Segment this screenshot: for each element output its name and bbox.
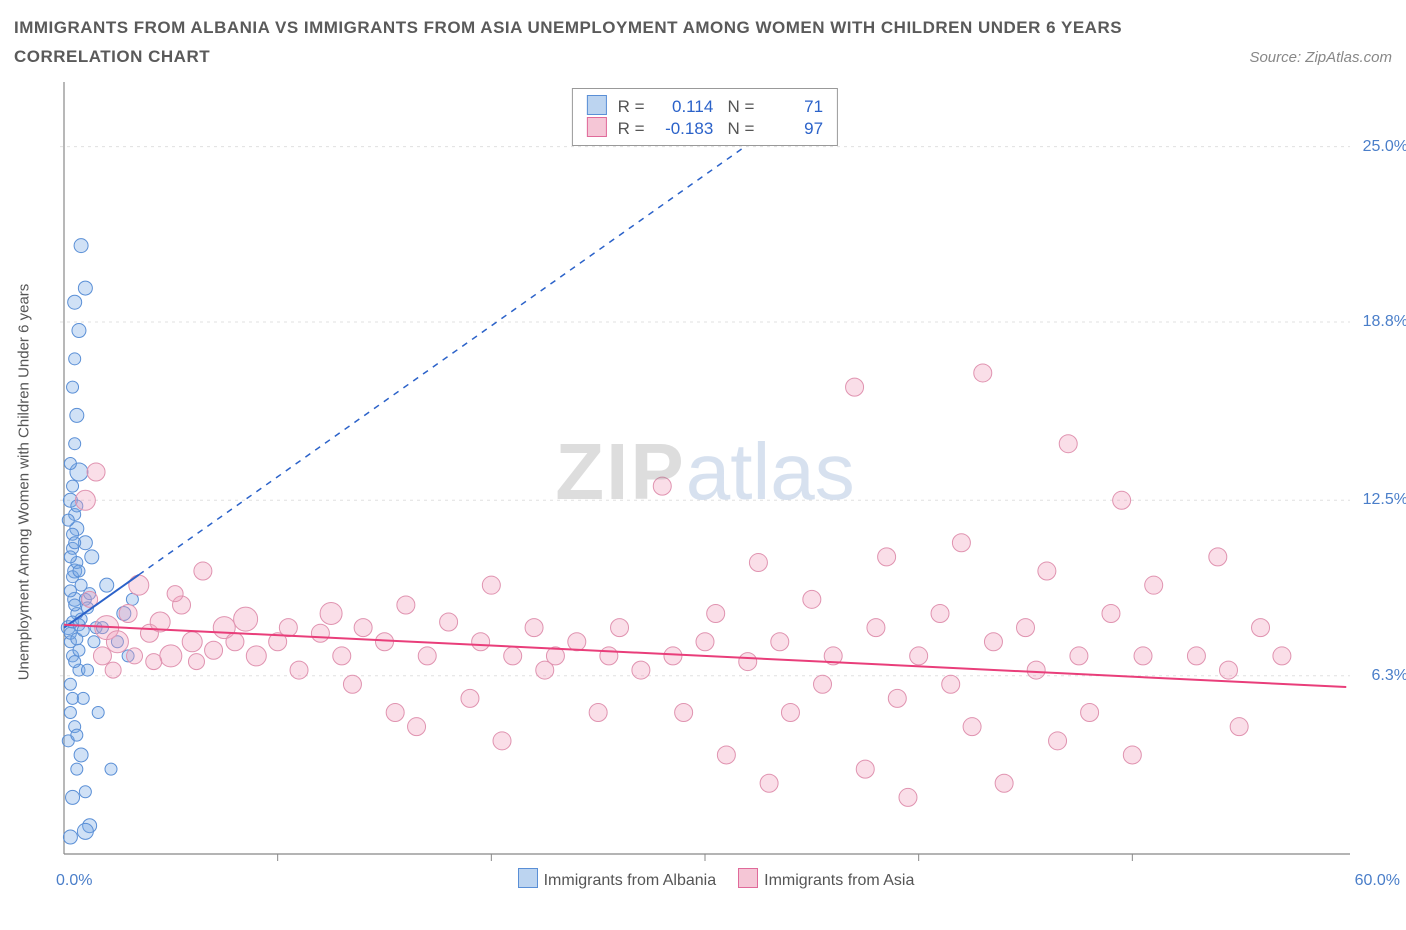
- legend-swatch: [738, 868, 758, 888]
- statistics-legend: R = 0.114 N = 71 R = -0.183 N = 97: [572, 88, 838, 146]
- y-tick-label: 25.0%: [1363, 138, 1406, 156]
- series-legend: Immigrants from Albania Immigrants from A…: [60, 868, 1350, 890]
- y-axis-label: Unemployment Among Women with Children U…: [16, 284, 33, 681]
- chart-area: Unemployment Among Women with Children U…: [14, 82, 1392, 912]
- plot-svg: [60, 82, 1350, 862]
- y-tick-label: 18.8%: [1363, 313, 1406, 331]
- legend-label: Immigrants from Asia: [764, 872, 914, 889]
- y-tick-label: 6.3%: [1372, 667, 1406, 685]
- x-tick-max: 60.0%: [1355, 872, 1400, 890]
- stat-legend-row: R = -0.183 N = 97: [587, 117, 823, 139]
- scatter-plot: ZIPatlas R = 0.114 N = 71 R = -0.183 N =…: [60, 82, 1350, 862]
- legend-label: Immigrants from Albania: [544, 872, 717, 889]
- legend-swatch: [518, 868, 538, 888]
- source-label: Source: ZipAtlas.com: [1249, 49, 1392, 66]
- y-tick-label: 12.5%: [1363, 491, 1406, 509]
- chart-subtitle: CORRELATION CHART: [14, 47, 210, 67]
- chart-title: IMMIGRANTS FROM ALBANIA VS IMMIGRANTS FR…: [14, 14, 1392, 41]
- header: IMMIGRANTS FROM ALBANIA VS IMMIGRANTS FR…: [14, 14, 1392, 67]
- stat-legend-row: R = 0.114 N = 71: [587, 95, 823, 117]
